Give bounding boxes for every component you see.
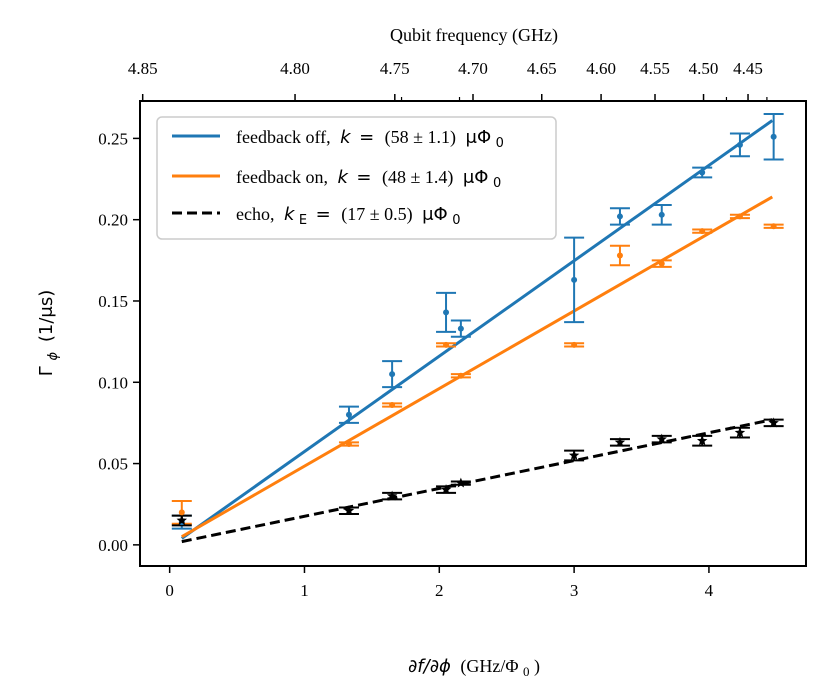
data-point-echo	[386, 490, 398, 501]
data-point-echo	[343, 505, 355, 516]
data-point-echo	[734, 427, 746, 438]
error-bars	[171, 113, 784, 530]
data-point-feedback-on	[457, 372, 464, 379]
y-axis-title-subscript: ϕ	[46, 351, 61, 360]
x-tick-label: 2	[435, 581, 444, 600]
data-point-feedback-off	[770, 133, 777, 140]
data-point-feedback-off	[658, 211, 665, 218]
fit-line-echo	[181, 418, 773, 544]
data-point-feedback-on	[443, 341, 450, 348]
data-point-feedback-on	[345, 441, 352, 448]
x-tick-label: 0	[165, 581, 174, 600]
fit-lines	[180, 119, 774, 544]
data-point-feedback-on	[389, 402, 396, 409]
data-point-feedback-off	[736, 141, 743, 148]
top-ticks: 4.85 4.80 4.75 4.70 4.65 4.60 4.55 4.50 4.45	[128, 59, 768, 101]
x-ticks: 0 1 2 3 4	[165, 566, 714, 600]
x-tick-label: 3	[570, 581, 579, 600]
fit-line-feedback-on	[181, 195, 774, 539]
fit-line-feedback-off	[180, 119, 774, 540]
top-tick-label: 4.85	[128, 59, 158, 78]
top-tick-label: 4.60	[586, 59, 616, 78]
data-point-echo	[440, 484, 452, 495]
top-axis-title: Qubit frequency (GHz)	[390, 25, 558, 46]
data-point-feedback-off	[389, 371, 396, 378]
data-point-feedback-on	[770, 223, 777, 230]
y-ticks: 0.00 0.05 0.10 0.15 0.20 0.25	[98, 129, 140, 555]
y-axis-title-symbol: Γ	[36, 366, 57, 376]
legend-entry-feedback-off: feedback off, k = (58 ± 1.1) μΦ 0	[236, 127, 504, 151]
data-point-echo	[568, 449, 580, 460]
data-point-feedback-off	[699, 169, 706, 176]
top-tick-label: 4.80	[280, 59, 310, 78]
data-point-feedback-off	[443, 309, 450, 316]
y-tick-label: 0.10	[98, 373, 128, 392]
x-axis-title-subscript: 0	[523, 664, 530, 679]
data-point-feedback-off	[457, 325, 464, 332]
y-tick-label: 0.05	[98, 455, 128, 474]
data-point-feedback-on	[699, 228, 706, 235]
y-tick-label: 0.25	[98, 129, 128, 148]
x-axis-title: ∂f/∂ϕ (GHz/Φ 0 )	[408, 656, 540, 680]
y-tick-label: 0.00	[98, 536, 128, 555]
legend-entry-feedback-on: feedback on, k = (48 ± 1.4) μΦ 0	[236, 167, 501, 191]
top-tick-label: 4.55	[640, 59, 670, 78]
top-tick-label: 4.50	[689, 59, 719, 78]
top-tick-label: 4.75	[380, 59, 410, 78]
legend-box	[156, 116, 557, 240]
data-point-feedback-on	[616, 252, 623, 259]
data-point-echo	[455, 477, 467, 488]
legend-entry-echo: echo, k E = (17 ± 0.5) μΦ 0	[236, 204, 461, 228]
x-tick-label: 4	[705, 581, 714, 600]
x-axis-title-close: )	[534, 656, 540, 677]
y-axis-title-unit: (1/μs)	[36, 290, 57, 342]
data-point-echo	[656, 433, 667, 444]
data-point-feedback-on	[571, 341, 578, 348]
top-tick-label: 4.45	[733, 59, 763, 78]
data-markers	[176, 133, 779, 526]
y-tick-label: 0.15	[98, 292, 128, 311]
legend: feedback off, k = (58 ± 1.1) μΦ 0 feedba…	[156, 116, 557, 240]
data-point-feedback-on	[736, 213, 743, 220]
data-point-echo	[768, 417, 779, 428]
data-point-feedback-off	[345, 411, 352, 418]
data-point-feedback-off	[571, 276, 578, 283]
y-tick-label: 0.20	[98, 211, 128, 230]
data-point-feedback-on	[658, 260, 665, 267]
y-axis-title: Γ ϕ (1/μs)	[36, 290, 62, 376]
data-point-feedback-off	[616, 213, 623, 220]
data-point-echo	[176, 514, 188, 525]
top-tick-label: 4.65	[527, 59, 557, 78]
x-axis-title-unit: (GHz/Φ	[460, 656, 518, 677]
data-point-feedback-on	[178, 509, 185, 516]
data-point-echo	[696, 435, 708, 446]
x-tick-label: 1	[300, 581, 309, 600]
data-point-echo	[614, 436, 626, 447]
x-axis-title-symbol: ∂f/∂ϕ	[408, 656, 451, 677]
top-tick-label: 4.70	[458, 59, 488, 78]
